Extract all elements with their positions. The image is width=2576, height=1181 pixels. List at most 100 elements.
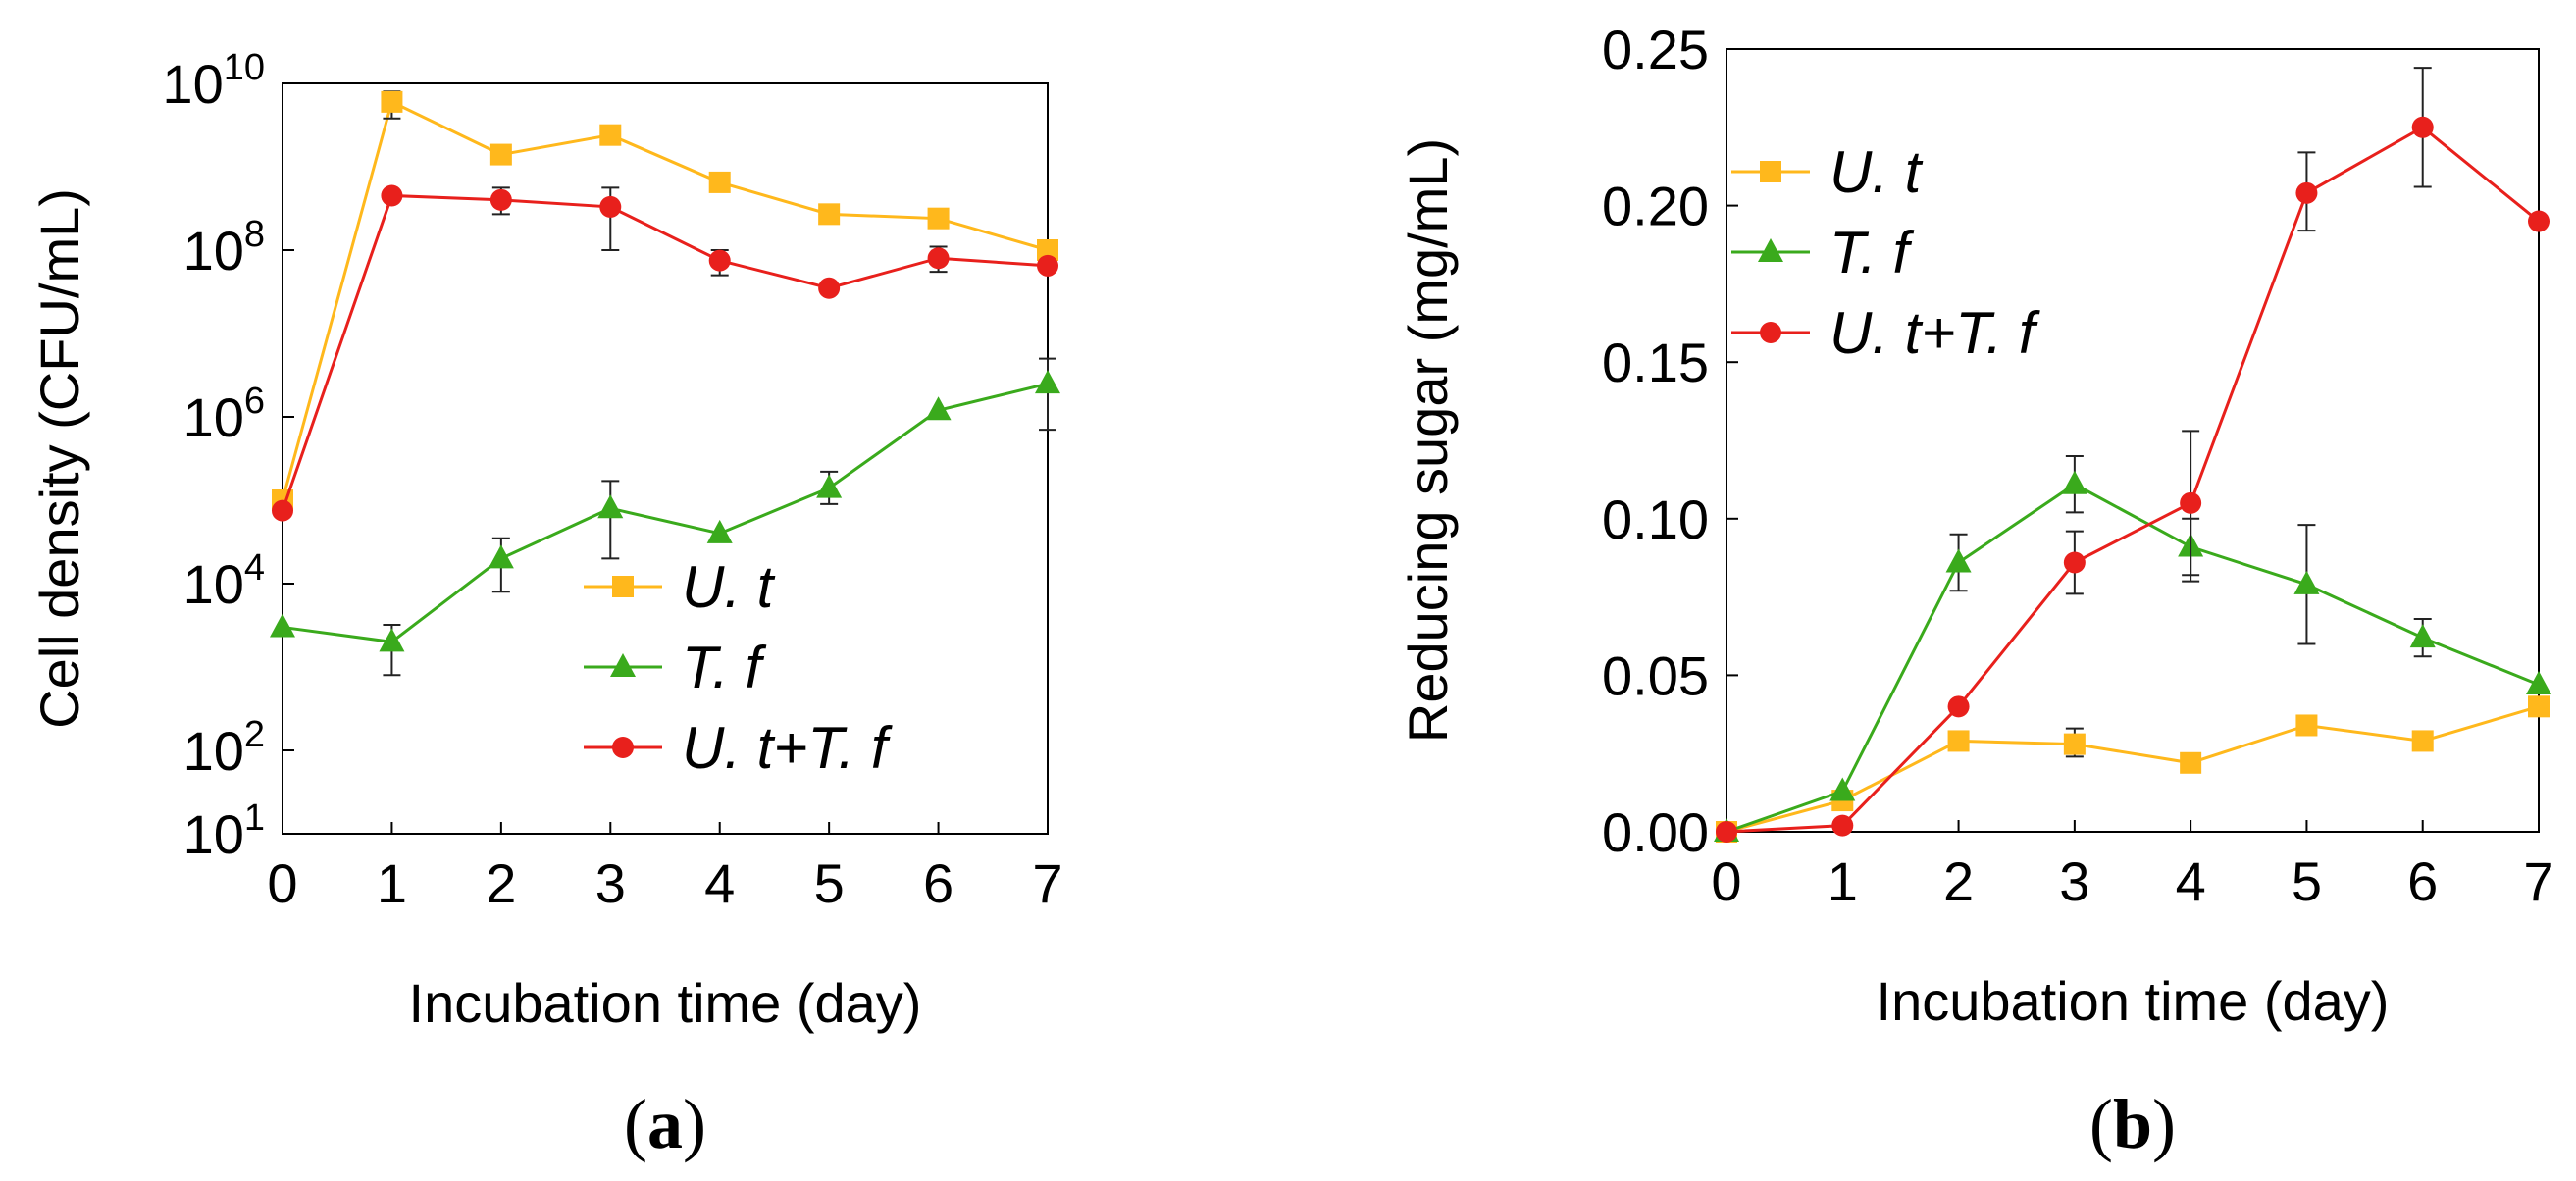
data-point bbox=[1035, 370, 1060, 394]
y-tick-label: 0.00 bbox=[1602, 801, 1709, 863]
y-tick-label: 102 bbox=[183, 714, 265, 782]
y-tick-label: 0.15 bbox=[1602, 332, 1709, 393]
y-tick-label: 106 bbox=[183, 381, 265, 448]
data-point bbox=[599, 124, 622, 146]
plot-area bbox=[282, 82, 1049, 835]
data-point bbox=[489, 188, 512, 211]
data-point bbox=[2411, 116, 2434, 138]
data-point bbox=[1947, 730, 1970, 752]
y-tick-label: 1010 bbox=[162, 47, 265, 115]
x-tick-label: 3 bbox=[595, 852, 626, 914]
x-tick-label: 5 bbox=[2292, 850, 2322, 912]
legend-marker bbox=[612, 737, 634, 758]
data-point bbox=[2411, 730, 2434, 752]
data-point bbox=[489, 143, 512, 166]
y-tick-label: 101 bbox=[183, 797, 265, 865]
series-line bbox=[1726, 482, 2540, 834]
series-t-f bbox=[1714, 454, 2551, 842]
data-point bbox=[706, 519, 733, 543]
legend: U. t T. f U. t+T. f bbox=[584, 554, 893, 781]
y-tick-label: 104 bbox=[183, 547, 265, 615]
data-point bbox=[2295, 181, 2318, 204]
series-line bbox=[281, 193, 1049, 512]
data-point bbox=[2293, 570, 2320, 594]
plot-area bbox=[1726, 48, 2540, 833]
data-point bbox=[1037, 254, 1058, 277]
y-tick-label: 108 bbox=[183, 214, 265, 282]
data-point bbox=[488, 544, 514, 569]
data-point bbox=[272, 499, 293, 522]
panel-label: (a) bbox=[624, 1085, 706, 1163]
x-tick-label: 5 bbox=[814, 852, 845, 914]
data-point bbox=[2295, 714, 2318, 737]
x-axis-label: Incubation time (day) bbox=[1877, 970, 2390, 1032]
data-point bbox=[1831, 814, 1854, 837]
x-tick-label: 4 bbox=[2176, 850, 2206, 912]
y-tick-label: 0.20 bbox=[1602, 176, 1709, 237]
x-tick-label: 7 bbox=[1032, 852, 1062, 914]
data-point bbox=[270, 613, 295, 638]
series-line bbox=[281, 99, 1049, 501]
data-point bbox=[1947, 695, 1970, 718]
x-tick-label: 4 bbox=[704, 852, 735, 914]
data-point bbox=[708, 171, 731, 193]
data-point bbox=[2063, 733, 2086, 755]
series-u-t bbox=[272, 90, 1058, 511]
cell-density-chart: 0 1 2 3 4 5 6 7 101 102 104 106 108 1010 Incubation ti… bbox=[28, 47, 1063, 1163]
data-point bbox=[818, 277, 841, 299]
y-tick-label: 0.05 bbox=[1602, 644, 1709, 706]
series-line bbox=[1726, 125, 2540, 834]
data-point bbox=[2180, 491, 2202, 514]
x-tick-label: 7 bbox=[2523, 850, 2553, 912]
legend-label: T. f bbox=[1829, 220, 1914, 285]
x-tick-label: 6 bbox=[2407, 850, 2438, 912]
y-tick-label: 0.25 bbox=[1602, 19, 1709, 80]
y-axis-label: Cell density (CFU/mL) bbox=[28, 188, 90, 729]
data-point bbox=[1829, 777, 1856, 801]
x-tick-label: 1 bbox=[377, 852, 407, 914]
legend-label: U. t bbox=[682, 554, 776, 620]
data-point bbox=[381, 184, 403, 207]
x-tick-label: 3 bbox=[2059, 850, 2089, 912]
data-point bbox=[2063, 551, 2086, 574]
legend-label: U. t bbox=[1829, 139, 1924, 205]
legend-marker bbox=[610, 653, 636, 677]
data-point bbox=[927, 247, 950, 270]
legend: U. t T. f U. t+T. f bbox=[1731, 139, 2040, 366]
reducing-sugar-chart: 0 1 2 3 4 5 6 7 0.00 0.05 0.10 0.15 0.20 0.25 Incubati… bbox=[1397, 19, 2554, 1163]
y-tick-label: 0.10 bbox=[1602, 488, 1709, 550]
y-axis-label: Reducing sugar (mg/mL) bbox=[1397, 138, 1459, 743]
data-point bbox=[597, 494, 624, 519]
x-tick-label: 0 bbox=[267, 852, 297, 914]
legend-marker bbox=[1758, 238, 1783, 262]
data-point bbox=[2528, 695, 2550, 718]
x-tick-label: 2 bbox=[1943, 850, 1974, 912]
x-tick-label: 0 bbox=[1711, 850, 1741, 912]
series-line bbox=[282, 382, 1049, 643]
legend-marker bbox=[1760, 161, 1781, 182]
x-tick-label: 6 bbox=[923, 852, 953, 914]
data-point bbox=[599, 195, 622, 218]
data-point bbox=[1037, 239, 1058, 261]
legend-label: T. f bbox=[682, 635, 766, 700]
panel-label: (b) bbox=[2089, 1085, 2176, 1163]
data-point bbox=[927, 207, 950, 230]
data-point bbox=[816, 474, 843, 498]
x-axis-label: Incubation time (day) bbox=[409, 972, 922, 1034]
data-point bbox=[2409, 624, 2436, 648]
legend-marker bbox=[612, 576, 634, 597]
data-point bbox=[2528, 210, 2550, 232]
data-point bbox=[2526, 670, 2551, 694]
series-line bbox=[1726, 704, 2540, 834]
legend-label: U. t+T. f bbox=[1829, 300, 2040, 366]
x-tick-label: 2 bbox=[486, 852, 516, 914]
series-u-t-t-f bbox=[272, 184, 1058, 522]
data-point bbox=[2180, 751, 2202, 774]
x-tick-label: 1 bbox=[1828, 850, 1858, 912]
data-point bbox=[1945, 548, 1972, 573]
data-point bbox=[1716, 821, 1737, 843]
data-point bbox=[2061, 470, 2087, 494]
data-point bbox=[381, 90, 403, 113]
series-t-f bbox=[270, 357, 1060, 677]
